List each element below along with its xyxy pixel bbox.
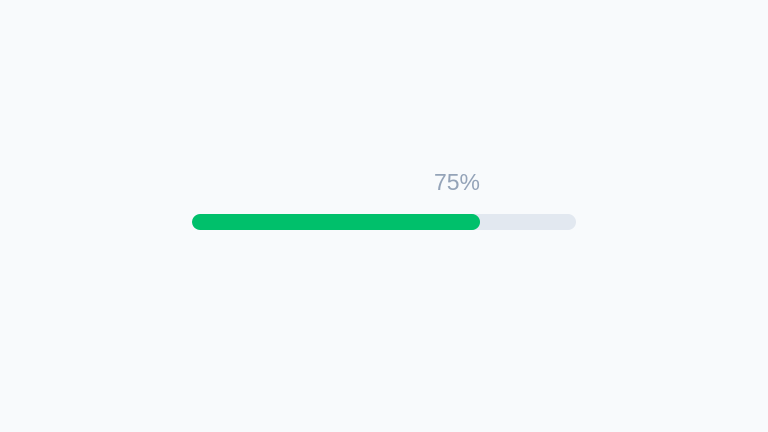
progress-label-row: 75% [192,166,576,198]
progress-indicator: 75% [192,166,576,230]
progress-fill [192,214,480,230]
progress-percent-label: 75% [433,169,480,195]
progress-track [192,214,576,230]
